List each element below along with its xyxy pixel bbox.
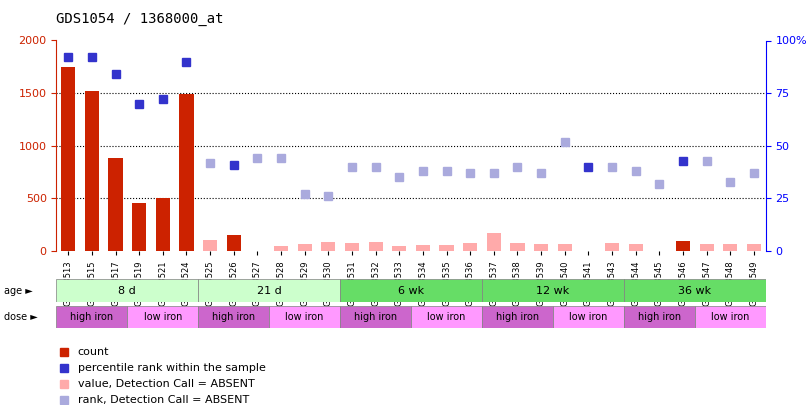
Bar (156, 198, 170, 251)
Text: 21 d: 21 d (257, 286, 281, 296)
Bar (180, 94, 193, 251)
Text: high iron: high iron (70, 312, 114, 322)
Bar (85, 91, 99, 251)
Bar (747, 244, 761, 251)
Text: low iron: low iron (711, 312, 750, 322)
FancyBboxPatch shape (56, 279, 198, 302)
FancyBboxPatch shape (56, 306, 127, 328)
FancyBboxPatch shape (269, 306, 340, 328)
Text: high iron: high iron (496, 312, 539, 322)
FancyBboxPatch shape (624, 306, 695, 328)
Text: low iron: low iron (285, 312, 324, 322)
Bar (132, 202, 146, 251)
Text: low iron: low iron (427, 312, 466, 322)
Bar (61, 67, 75, 251)
FancyBboxPatch shape (482, 306, 553, 328)
Bar (558, 244, 571, 251)
Bar (700, 244, 713, 251)
Bar (203, 239, 217, 251)
Bar (510, 243, 525, 251)
FancyBboxPatch shape (340, 306, 411, 328)
Bar (274, 246, 288, 251)
FancyBboxPatch shape (553, 306, 624, 328)
Text: value, Detection Call = ABSENT: value, Detection Call = ABSENT (77, 379, 255, 389)
Bar (487, 233, 501, 251)
Text: GDS1054 / 1368000_at: GDS1054 / 1368000_at (56, 12, 224, 26)
Bar (605, 243, 619, 251)
FancyBboxPatch shape (624, 279, 766, 302)
Bar (345, 243, 359, 251)
Text: high iron: high iron (638, 312, 681, 322)
Bar (463, 243, 477, 251)
Bar (368, 242, 383, 251)
Bar (322, 242, 335, 251)
Text: rank, Detection Call = ABSENT: rank, Detection Call = ABSENT (77, 395, 249, 405)
Text: high iron: high iron (354, 312, 397, 322)
Text: count: count (77, 347, 109, 357)
Bar (297, 244, 312, 251)
Text: low iron: low iron (569, 312, 608, 322)
FancyBboxPatch shape (198, 279, 340, 302)
Bar (629, 244, 642, 251)
Bar (416, 245, 430, 251)
Text: 6 wk: 6 wk (398, 286, 424, 296)
FancyBboxPatch shape (340, 279, 482, 302)
FancyBboxPatch shape (411, 306, 482, 328)
FancyBboxPatch shape (695, 306, 766, 328)
Bar (226, 235, 241, 251)
Text: dose ►: dose ► (4, 312, 38, 322)
Text: age ►: age ► (4, 286, 33, 296)
Bar (393, 246, 406, 251)
Bar (723, 244, 737, 251)
Text: percentile rank within the sample: percentile rank within the sample (77, 363, 265, 373)
FancyBboxPatch shape (482, 279, 624, 302)
Bar (534, 244, 548, 251)
Text: 12 wk: 12 wk (536, 286, 570, 296)
Text: high iron: high iron (212, 312, 256, 322)
Text: 8 d: 8 d (118, 286, 136, 296)
FancyBboxPatch shape (198, 306, 269, 328)
Text: 36 wk: 36 wk (678, 286, 712, 296)
Bar (439, 245, 454, 251)
Bar (109, 158, 123, 251)
FancyBboxPatch shape (127, 306, 198, 328)
Text: low iron: low iron (143, 312, 182, 322)
Bar (676, 241, 690, 251)
